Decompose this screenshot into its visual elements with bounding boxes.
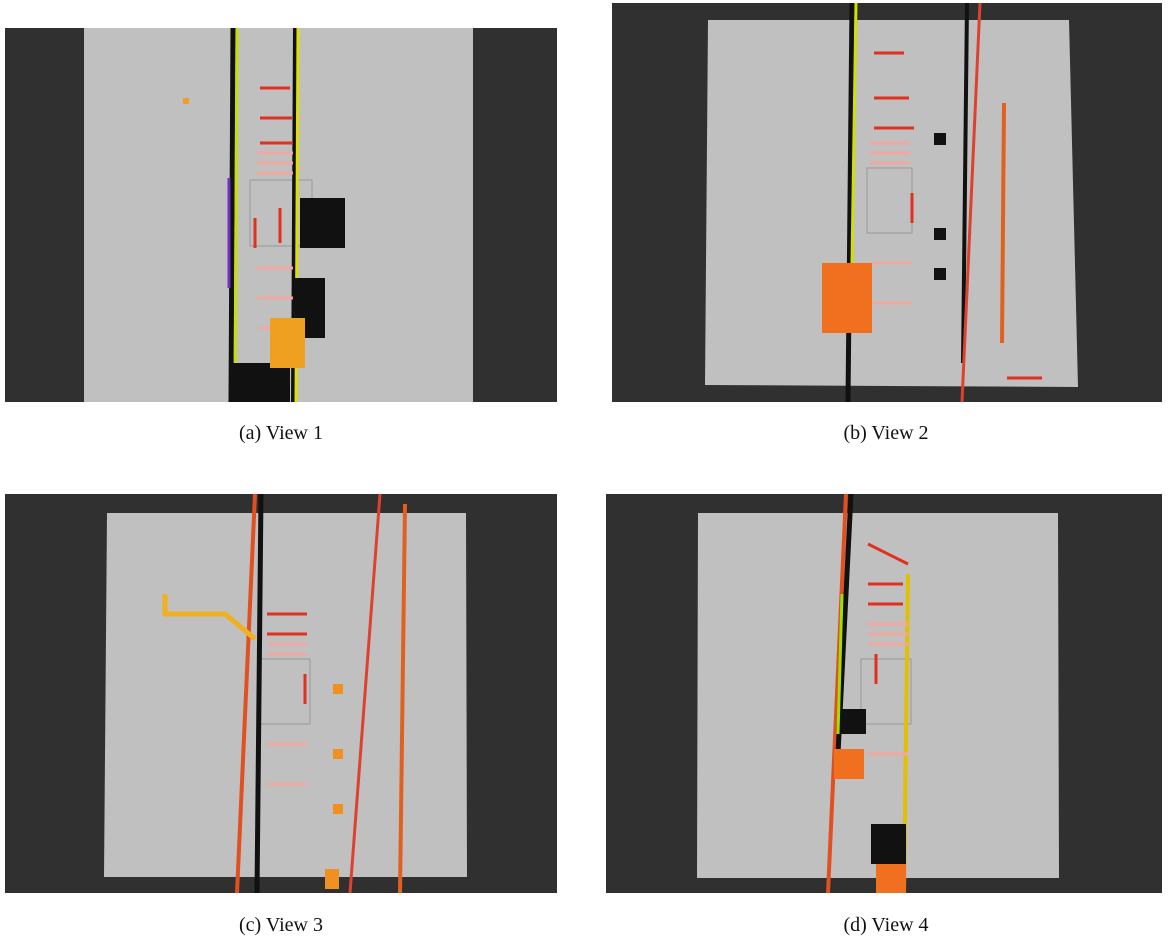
panel-a-image xyxy=(5,28,557,402)
panel-caption: (a) View 1 xyxy=(1,422,561,445)
page: (a) View 1 (b) View 2 (c) View 3 (d) Vie… xyxy=(0,0,1168,945)
panel-d-image xyxy=(606,494,1162,893)
panel-b-image xyxy=(612,3,1162,402)
panel-caption: (c) View 3 xyxy=(1,914,561,937)
panel-c-image xyxy=(5,494,557,893)
panel-caption: (d) View 4 xyxy=(606,914,1166,937)
panel-caption: (b) View 2 xyxy=(606,422,1166,445)
